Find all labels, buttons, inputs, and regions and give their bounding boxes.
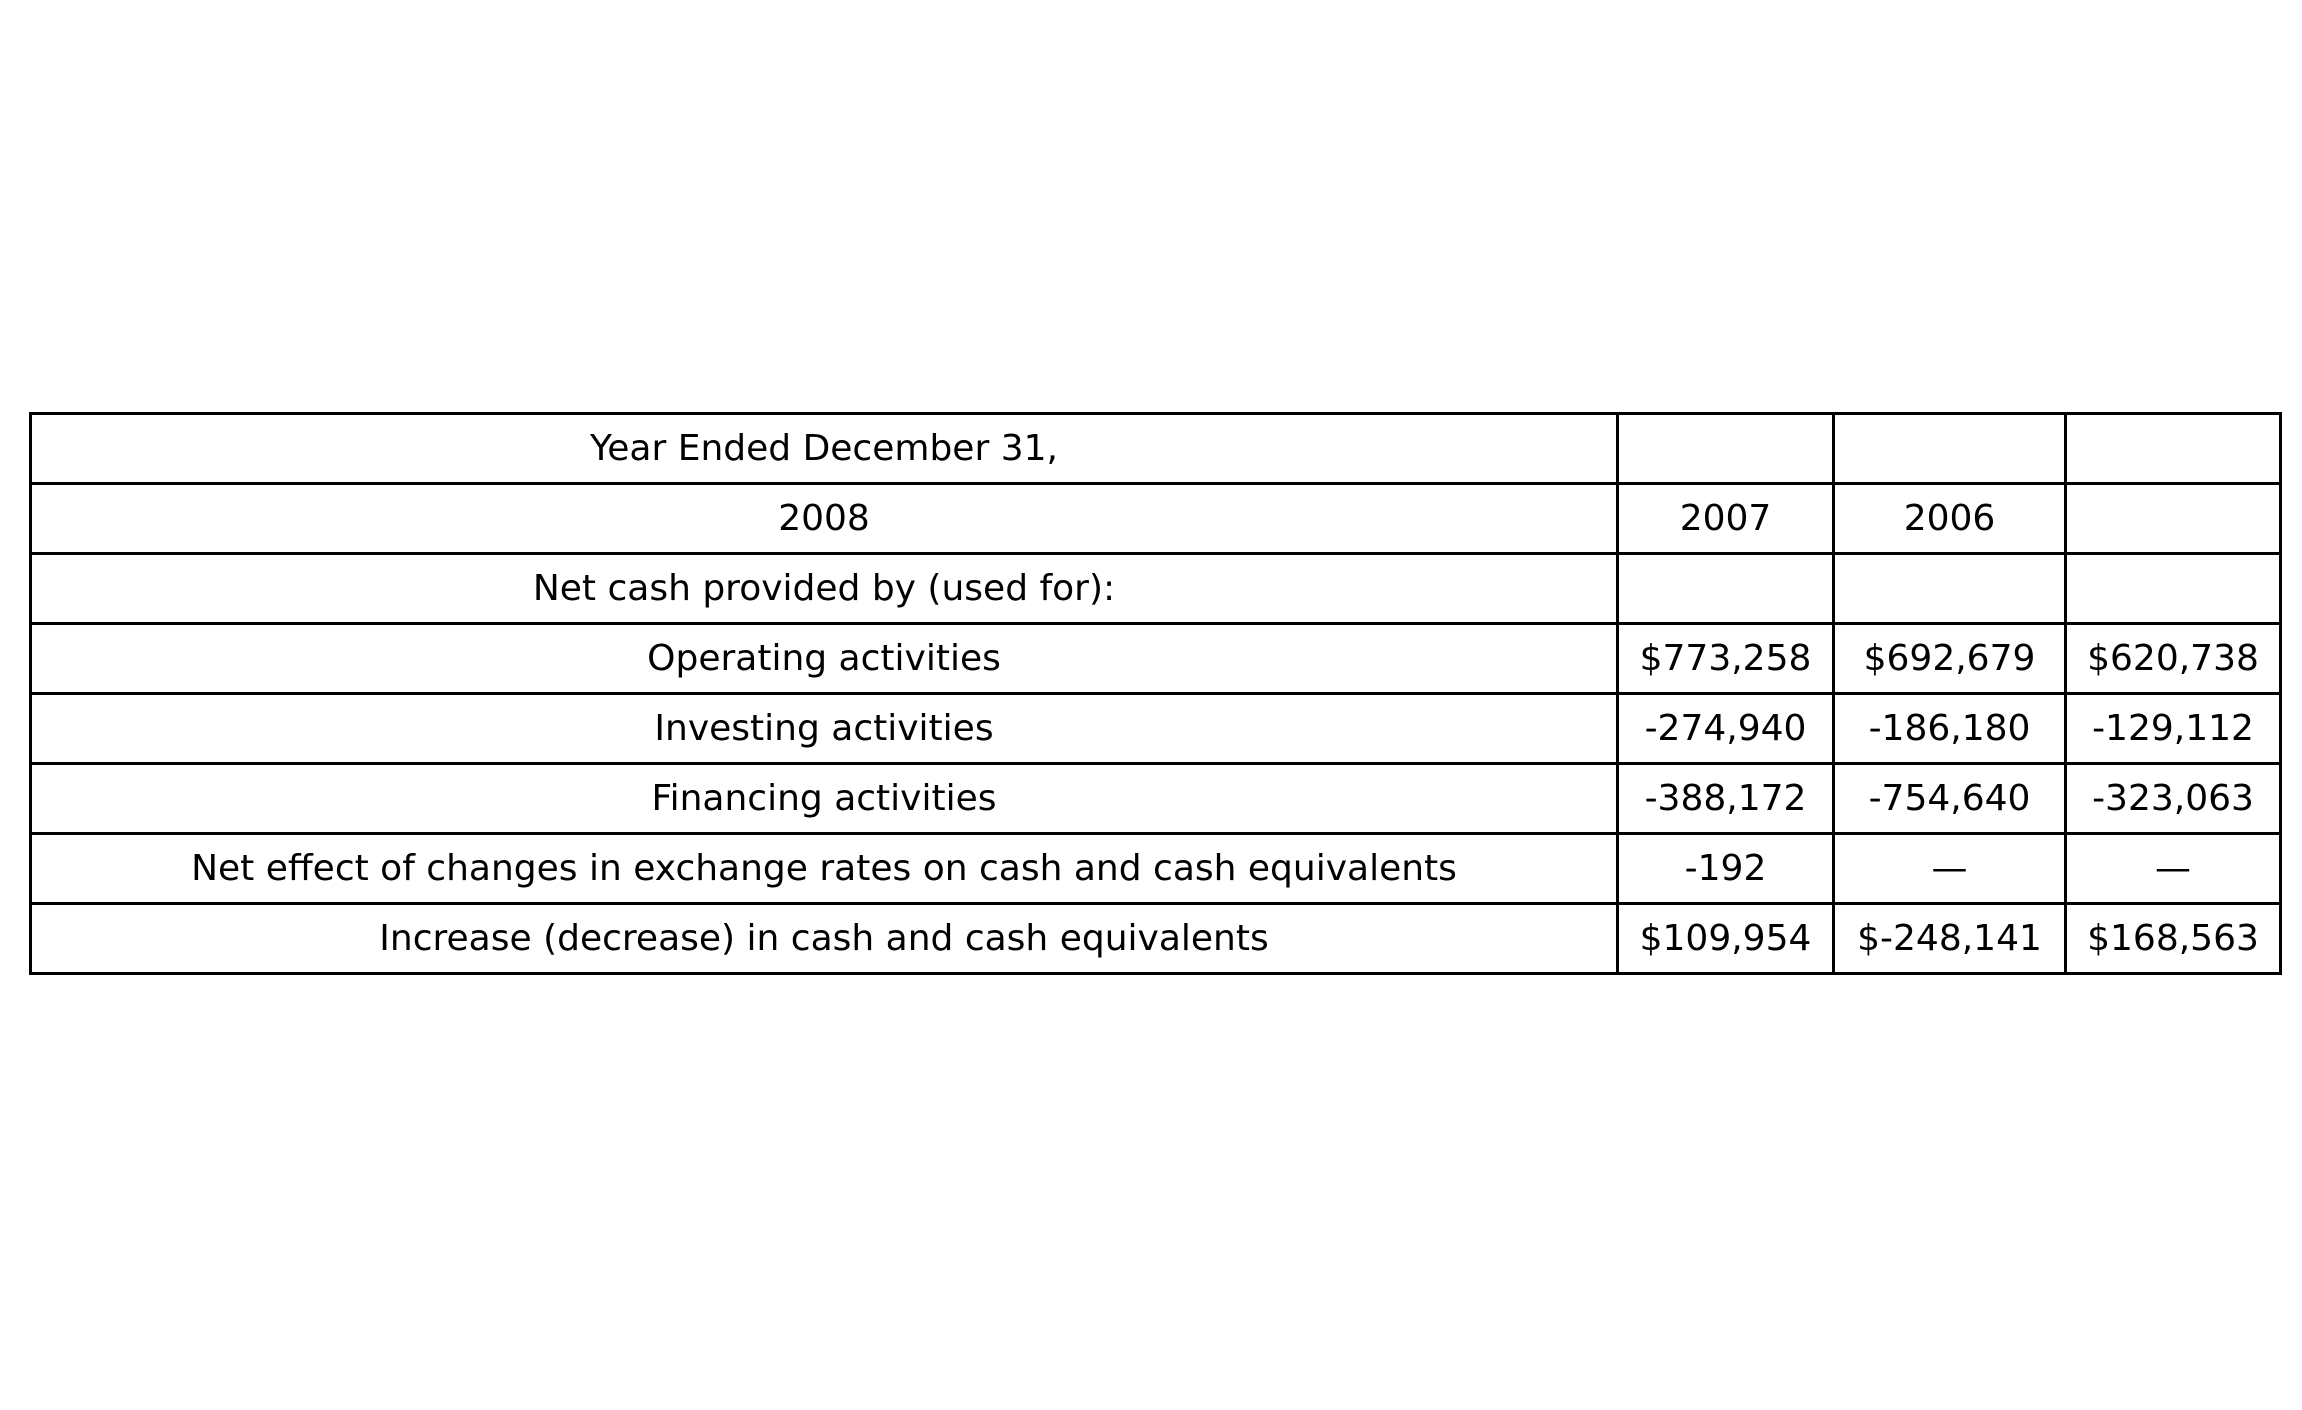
table-row: Net cash provided by (used for): [29,552,2282,625]
table-cell: -754,640 [1832,762,2067,835]
table-row: Operating activities $773,258 $692,679 $… [29,622,2282,695]
table-cell: $168,563 [2064,902,2282,975]
table-cell: 2006 [1832,482,2067,555]
row-label: Increase (decrease) in cash and cash equ… [29,902,1619,975]
table-cell: -192 [1616,832,1835,905]
table-cell [1832,412,2067,485]
table-cell [2064,412,2282,485]
table-cell: $692,679 [1832,622,2067,695]
table-row: Financing activities -388,172 -754,640 -… [29,762,2282,835]
table-cell: — [1832,832,2067,905]
row-label: Operating activities [29,622,1619,695]
table-cell: -323,063 [2064,762,2282,835]
row-label: 2008 [29,482,1619,555]
table-cell [1616,552,1835,625]
table-cell: $109,954 [1616,902,1835,975]
table-row: 2008 2007 2006 [29,482,2282,555]
table-cell: -274,940 [1616,692,1835,765]
table-cell: -129,112 [2064,692,2282,765]
table-row: Net effect of changes in exchange rates … [29,832,2282,905]
table-row: Year Ended December 31, [29,412,2282,485]
table-cell [2064,552,2282,625]
table-cell: $-248,141 [1832,902,2067,975]
table-cell: $773,258 [1616,622,1835,695]
table-cell [1832,552,2067,625]
row-label: Investing activities [29,692,1619,765]
table-cell: -388,172 [1616,762,1835,835]
table-cell: $620,738 [2064,622,2282,695]
row-label: Year Ended December 31, [29,412,1619,485]
table-row: Increase (decrease) in cash and cash equ… [29,902,2282,975]
row-label: Net effect of changes in exchange rates … [29,832,1619,905]
row-label: Net cash provided by (used for): [29,552,1619,625]
row-label: Financing activities [29,762,1619,835]
table-cell [2064,482,2282,555]
table-cell: 2007 [1616,482,1835,555]
table-row: Investing activities -274,940 -186,180 -… [29,692,2282,765]
cash-flow-table: Year Ended December 31, 2008 2007 2006 N… [29,412,2282,975]
table-cell [1616,412,1835,485]
table-cell: -186,180 [1832,692,2067,765]
table-cell: — [2064,832,2282,905]
